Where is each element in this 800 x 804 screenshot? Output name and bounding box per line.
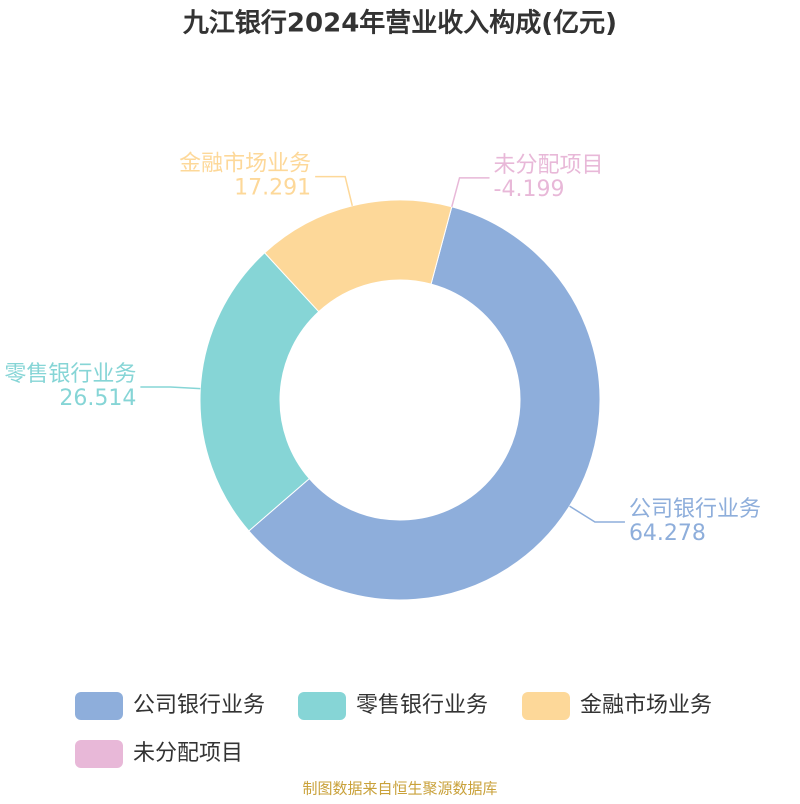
legend-swatch[interactable] [75, 740, 123, 768]
slice-value: 64.278 [629, 521, 706, 546]
source-note: 制图数据来自恒生聚源数据库 [302, 780, 497, 798]
slice-label: 未分配项目 [494, 153, 604, 178]
legend-swatch[interactable] [298, 692, 346, 720]
slice [199, 252, 320, 532]
slice-label: 公司银行业务 [629, 497, 761, 522]
chart-title: 九江银行2024年营业收入构成(亿元) [182, 8, 617, 39]
leader-line [315, 175, 354, 206]
legend-label: 公司银行业务 [133, 693, 265, 718]
slice-value: 17.291 [234, 176, 311, 201]
slice [263, 199, 453, 313]
slice-value: -4.199 [494, 177, 565, 202]
legend-swatch[interactable] [522, 692, 570, 720]
legend-label: 零售银行业务 [356, 693, 488, 718]
slice-label: 金融市场业务 [179, 152, 311, 177]
legend-swatch[interactable] [75, 692, 123, 720]
slice-value: 26.514 [59, 386, 136, 411]
leader-line [451, 177, 490, 208]
slice [248, 206, 601, 601]
legend-label: 金融市场业务 [580, 693, 712, 718]
leader-line [569, 505, 625, 523]
legend-label: 未分配项目 [133, 741, 243, 766]
slice-label: 零售银行业务 [4, 362, 136, 387]
leader-line [140, 386, 201, 390]
